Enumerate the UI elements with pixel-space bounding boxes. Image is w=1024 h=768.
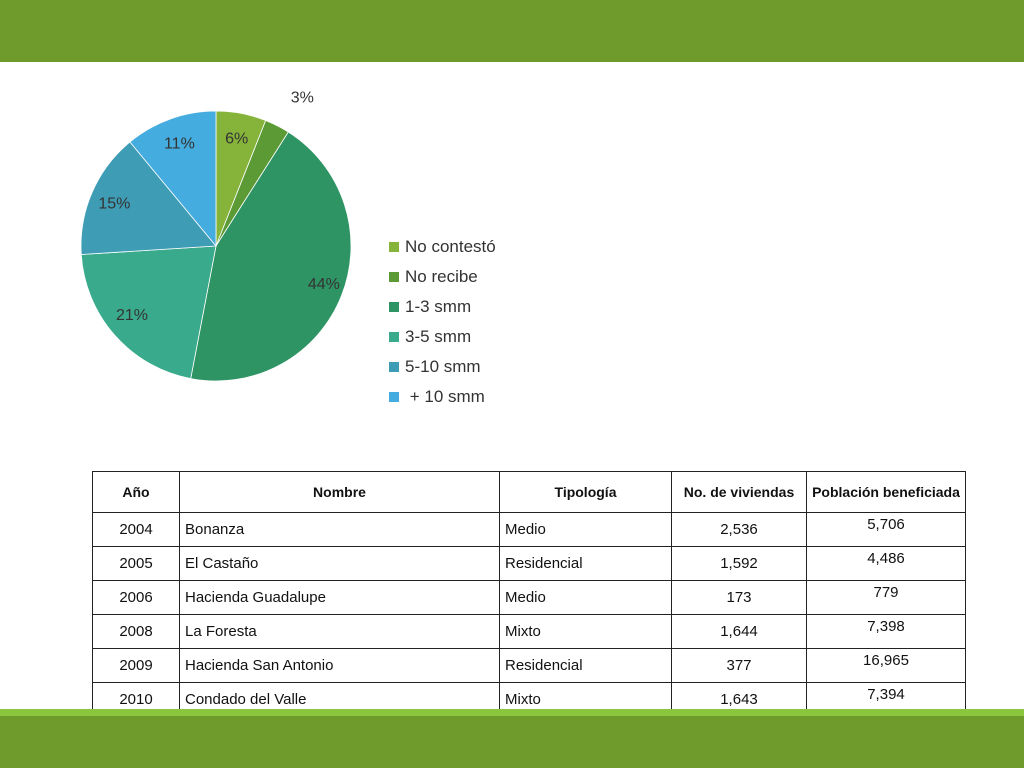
housing-table: Año Nombre Tipología No. de viviendas Po…: [92, 471, 966, 717]
table-row: 2008 La Foresta Mixto 1,644 7,398: [92, 614, 966, 649]
cell-name: La Foresta: [179, 614, 500, 649]
cell-name: Hacienda San Antonio: [179, 648, 500, 683]
column-header-year: Año: [92, 471, 180, 513]
cell-population: 5,706: [806, 512, 966, 547]
cell-year: 2005: [92, 546, 180, 581]
cell-name: Hacienda Guadalupe: [179, 580, 500, 615]
pie-slice-label: 11%: [164, 136, 195, 153]
cell-housing-count: 173: [671, 580, 807, 615]
cell-housing-count: 1,592: [671, 546, 807, 581]
legend-swatch: [389, 242, 399, 252]
legend-item: No contestó: [389, 232, 496, 262]
cell-typology: Residencial: [499, 546, 672, 581]
pie-slice-label: 6%: [225, 131, 248, 148]
cell-population: 779: [806, 580, 966, 615]
cell-housing-count: 377: [671, 648, 807, 683]
pie-slice-label: 3%: [291, 89, 314, 106]
column-header-name: Nombre: [179, 471, 500, 513]
legend-label: 1-3 smm: [405, 297, 472, 316]
legend-swatch: [389, 332, 399, 342]
footer-band: [0, 716, 1024, 768]
legend-swatch: [389, 272, 399, 282]
table-row: 2009 Hacienda San Antonio Residencial 37…: [92, 648, 966, 683]
table-row: 2005 El Castaño Residencial 1,592 4,486: [92, 546, 966, 581]
pie-slice-label: 44%: [308, 276, 340, 293]
column-header-population: Población beneficiada: [806, 471, 966, 513]
cell-typology: Residencial: [499, 648, 672, 683]
cell-name: El Castaño: [179, 546, 500, 581]
cell-housing-count: 2,536: [671, 512, 807, 547]
pie-chart: 6% 3% 44% 21% 15% 11%: [80, 89, 352, 382]
legend-label: + 10 smm: [405, 387, 485, 406]
legend-item: 1-3 smm: [389, 292, 496, 322]
column-header-typology: Tipología: [499, 471, 672, 513]
pie-slice-label: 15%: [98, 195, 130, 212]
table-row: 2004 Bonanza Medio 2,536 5,706: [92, 512, 966, 547]
cell-year: 2006: [92, 580, 180, 615]
legend-swatch: [389, 392, 399, 402]
cell-name: Bonanza: [179, 512, 500, 547]
legend-label: No recibe: [405, 267, 478, 286]
pie-slice: [80, 245, 217, 380]
cell-year: 2008: [92, 614, 180, 649]
cell-housing-count: 1,644: [671, 614, 807, 649]
legend-label: 5-10 smm: [405, 357, 481, 376]
legend-item: + 10 smm: [389, 382, 496, 412]
cell-population: 4,486: [806, 546, 966, 581]
legend-item: 3-5 smm: [389, 322, 496, 352]
legend-label: 3-5 smm: [405, 327, 472, 346]
top-header-bar: [0, 0, 1024, 62]
legend-item: 5-10 smm: [389, 352, 496, 382]
column-header-housing-count: No. de viviendas: [671, 471, 807, 513]
footer-accent-band: [0, 709, 1024, 716]
cell-typology: Medio: [499, 580, 672, 615]
cell-typology: Mixto: [499, 614, 672, 649]
chart-legend: No contestó No recibe 1-3 smm 3-5 smm 5-…: [389, 232, 496, 412]
pie-slice: [129, 110, 217, 248]
table-row: 2006 Hacienda Guadalupe Medio 173 779: [92, 580, 966, 615]
cell-population: 7,398: [806, 614, 966, 649]
cell-year: 2009: [92, 648, 180, 683]
legend-label: No contestó: [405, 237, 496, 256]
pie-slice-label: 21%: [116, 307, 148, 324]
legend-swatch: [389, 302, 399, 312]
legend-item: No recibe: [389, 262, 496, 292]
cell-population: 16,965: [806, 648, 966, 683]
cell-typology: Medio: [499, 512, 672, 547]
table-header-row: Año Nombre Tipología No. de viviendas Po…: [92, 471, 966, 513]
legend-swatch: [389, 362, 399, 372]
pie-slice: [190, 131, 352, 382]
cell-year: 2004: [92, 512, 180, 547]
pie-slice: [80, 141, 217, 255]
